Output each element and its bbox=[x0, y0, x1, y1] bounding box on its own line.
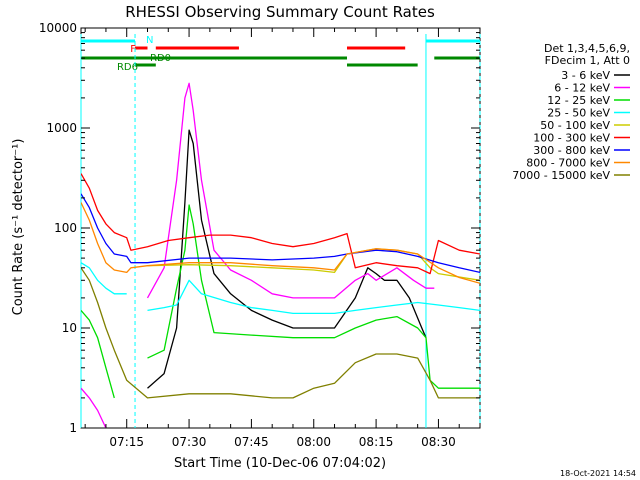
y-tick-label: 10000 bbox=[39, 21, 77, 35]
status-bars: NF RD6 RD0 bbox=[81, 35, 480, 73]
legend-label: 7000 - 15000 keV bbox=[512, 169, 610, 182]
series-line-3-6-kev bbox=[147, 129, 427, 389]
legend-label: 300 - 800 keV bbox=[533, 144, 610, 157]
plot-timestamp: 18-Oct-2021 14:54 bbox=[560, 469, 636, 478]
series-line-100-300-kev bbox=[81, 173, 480, 275]
status-label-n: N bbox=[146, 35, 153, 46]
series-line-7000-15000-kev bbox=[81, 267, 480, 399]
legend-label: 12 - 25 keV bbox=[547, 94, 610, 107]
legend-label: 6 - 12 keV bbox=[554, 82, 610, 95]
status-label-rd6: RD6 bbox=[117, 62, 138, 73]
legend-label: 25 - 50 keV bbox=[547, 107, 610, 120]
x-tick-label: 08:30 bbox=[421, 435, 456, 449]
chart-title: RHESSI Observing Summary Count Rates bbox=[125, 3, 435, 21]
y-tick-label: 100 bbox=[54, 221, 77, 235]
x-tick-label: 07:30 bbox=[172, 435, 207, 449]
x-tick-label: 08:15 bbox=[359, 435, 394, 449]
y-tick-label: 10 bbox=[62, 321, 77, 335]
axes: 1 10 100 1000 10000 07:15 07:30 07:45 08:00 08:15… bbox=[39, 21, 481, 449]
legend-label: 3 - 6 keV bbox=[561, 69, 610, 82]
status-label-f: F bbox=[130, 44, 136, 55]
y-tick-label: 1000 bbox=[46, 121, 77, 135]
legend-label: 800 - 7000 keV bbox=[526, 157, 610, 170]
series-line-300-800-kev bbox=[81, 193, 480, 274]
x-axis-label: Start Time (10-Dec-06 07:04:02) bbox=[174, 456, 386, 471]
y-axis-label: Count Rate (s⁻¹ detector⁻¹) bbox=[11, 139, 26, 316]
legend-header: Det 1,3,4,5,6,9, bbox=[544, 42, 630, 55]
x-tick-label: 07:15 bbox=[109, 435, 144, 449]
status-label-rd0: RD0 bbox=[150, 53, 171, 64]
y-tick-label: 1 bbox=[69, 421, 77, 435]
series-line-25-50-kev bbox=[81, 262, 480, 315]
vertical-markers bbox=[80, 34, 481, 428]
series-line-800-7000-kev bbox=[81, 202, 480, 284]
plot-frame bbox=[80, 27, 481, 429]
legend-label: 50 - 100 keV bbox=[540, 119, 610, 132]
series-line-12-25-kev bbox=[81, 204, 480, 399]
x-tick-label: 08:00 bbox=[296, 435, 331, 449]
legend-header: FDecim 1, Att 0 bbox=[545, 54, 630, 67]
legend: Det 1,3,4,5,6,9,FDecim 1, Att 0 3 - 6 keV… bbox=[512, 42, 630, 182]
series-lines bbox=[81, 82, 480, 428]
series-line-6-12-kev bbox=[81, 82, 435, 428]
legend-label: 100 - 300 keV bbox=[533, 132, 610, 145]
x-tick-label: 07:45 bbox=[234, 435, 269, 449]
